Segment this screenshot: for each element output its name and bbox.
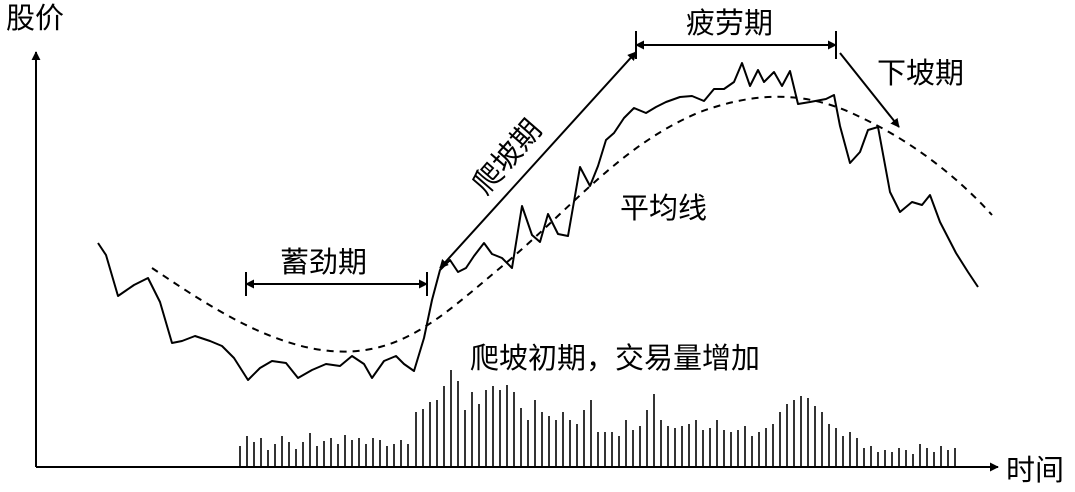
volume-bars	[239, 370, 956, 467]
moving-average-label: 平均线	[620, 191, 707, 225]
decline-label: 下坡期	[877, 56, 964, 90]
fatigue-label: 疲劳期	[686, 6, 773, 40]
y-axis-label: 股价	[6, 1, 64, 35]
moving-average-curve	[151, 95, 993, 353]
early-climb-volume-note: 爬坡初期，交易量增加	[470, 341, 760, 375]
climb-label: 爬坡期	[466, 113, 549, 201]
climb-span-arrow	[439, 51, 637, 269]
x-axis-label: 时间	[1006, 453, 1064, 487]
accumulation-label: 蓄劲期	[280, 245, 367, 279]
decline-arrow	[839, 52, 900, 128]
